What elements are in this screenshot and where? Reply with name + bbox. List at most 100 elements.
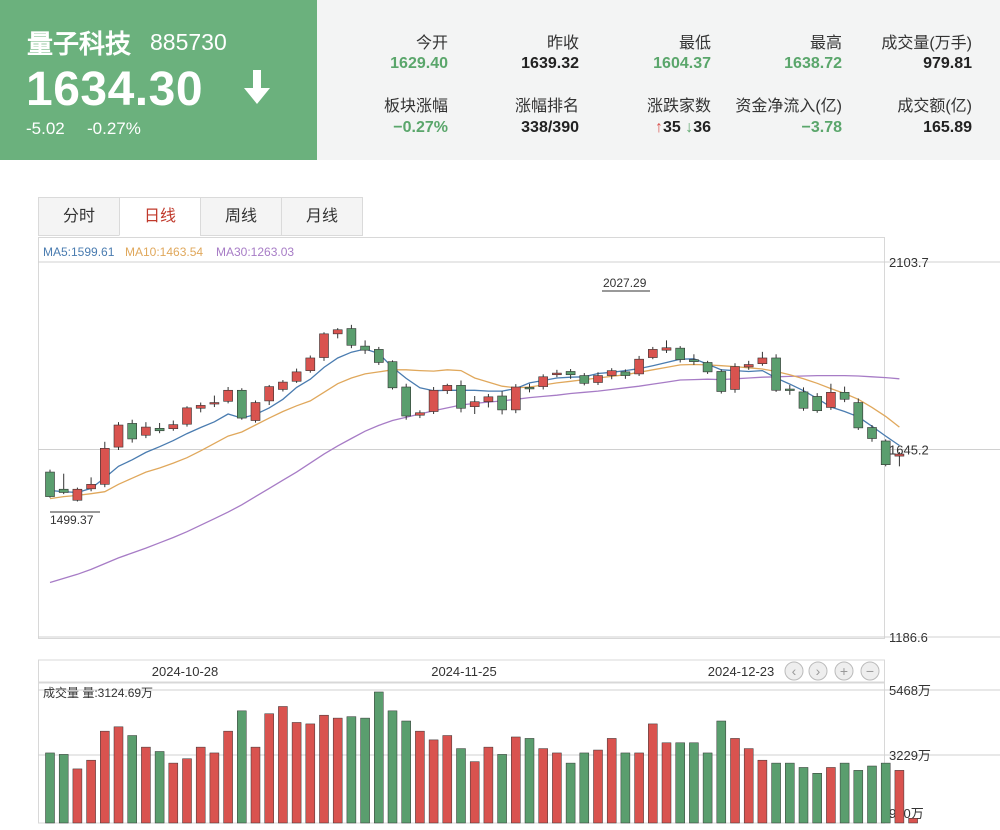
volume-bar bbox=[853, 770, 864, 824]
zoom-out-icon-glyph: − bbox=[866, 663, 874, 679]
up-down-label: 涨跌家数 bbox=[646, 98, 711, 115]
tab-daily[interactable]: 日线 bbox=[119, 197, 200, 236]
volume-bar bbox=[812, 773, 822, 824]
volume-bar bbox=[620, 752, 631, 824]
candle-body bbox=[291, 371, 302, 382]
kline-chart-area: 2103.7 1645.2 1186.6 MA5:1599.61 MA10:1463.5… bbox=[38, 237, 1000, 825]
candle-body bbox=[894, 453, 905, 457]
volume-bar bbox=[415, 730, 425, 824]
volume-label: 成交量(万手) bbox=[881, 35, 972, 52]
volume-bar bbox=[127, 735, 137, 824]
candle-body bbox=[469, 401, 480, 407]
volume-bar bbox=[360, 717, 370, 824]
tab-intraday[interactable]: 分时 bbox=[38, 197, 119, 236]
price-axis-min: 1186.6 bbox=[889, 630, 928, 645]
candle-body bbox=[99, 448, 110, 485]
volume-bar bbox=[442, 735, 453, 824]
ma5-legend: MA5:1599.61 bbox=[43, 245, 115, 259]
volume-bar bbox=[209, 752, 220, 824]
volume-bar bbox=[839, 762, 850, 824]
current-price: 1634.30 bbox=[26, 63, 204, 116]
candle-body bbox=[880, 440, 891, 465]
volume-bar bbox=[826, 767, 836, 824]
volume-bar bbox=[798, 767, 809, 824]
volume-bar bbox=[483, 746, 494, 824]
zoom-out-icon[interactable] bbox=[860, 661, 880, 681]
volume-axis-mid: 3229万 bbox=[889, 748, 931, 763]
candle-body bbox=[620, 371, 631, 376]
volume-bar bbox=[743, 748, 754, 824]
candle-body bbox=[127, 423, 137, 440]
candle-body bbox=[552, 372, 562, 376]
candle-body bbox=[743, 364, 754, 368]
volume-bar bbox=[223, 730, 233, 824]
volume-bar bbox=[730, 738, 740, 824]
candle-body bbox=[45, 471, 55, 497]
candle-body bbox=[716, 371, 727, 392]
candle-body bbox=[195, 405, 206, 409]
up-count: 35 bbox=[662, 119, 681, 136]
candle-body bbox=[826, 392, 836, 408]
down-arrow-small-icon: ↓ bbox=[685, 119, 694, 136]
volume-bar bbox=[716, 720, 727, 824]
volume-bar bbox=[182, 758, 192, 824]
volume-bar bbox=[634, 752, 644, 824]
up-arrow-icon: ↑ bbox=[654, 119, 663, 136]
candle-body bbox=[456, 385, 466, 409]
high-annotation: 2027.29 bbox=[603, 276, 647, 290]
volume-bar bbox=[374, 691, 384, 824]
date-label: 2024-11-25 bbox=[431, 664, 497, 679]
date-axis-frame bbox=[38, 659, 885, 683]
volume-value: 979.81 bbox=[923, 55, 972, 72]
candle-body bbox=[757, 357, 768, 364]
prev-icon[interactable] bbox=[784, 661, 804, 681]
high-label: 最高 bbox=[809, 35, 842, 52]
candle-body bbox=[634, 358, 644, 375]
open-value: 1629.40 bbox=[390, 55, 448, 72]
down-arrow-icon bbox=[244, 70, 270, 104]
volume-axis-max: 5468万 bbox=[889, 683, 931, 698]
volume-bar bbox=[497, 754, 507, 824]
zoom-in-icon[interactable] bbox=[834, 661, 854, 681]
volume-bar bbox=[154, 751, 165, 824]
candle-body bbox=[387, 361, 398, 389]
candle-body bbox=[497, 395, 507, 411]
sector-change-label: 板块涨幅 bbox=[383, 98, 448, 115]
candle-body bbox=[661, 347, 672, 351]
ma30-legend: MA30:1263.03 bbox=[216, 245, 294, 259]
prev-icon-glyph: ‹ bbox=[792, 663, 797, 679]
rank-label: 涨幅排名 bbox=[514, 98, 579, 115]
candle-body bbox=[401, 386, 412, 417]
candle-body bbox=[442, 385, 453, 391]
volume-bar bbox=[278, 706, 288, 824]
candle-body bbox=[182, 407, 192, 425]
candle-body bbox=[784, 388, 795, 391]
turnover-value: 165.89 bbox=[923, 119, 972, 136]
volume-bar bbox=[237, 710, 247, 824]
volume-bar bbox=[113, 726, 124, 824]
candle-body bbox=[250, 402, 261, 421]
candle-body bbox=[606, 370, 617, 376]
sector-change-value: −0.27% bbox=[393, 119, 448, 136]
candle-body bbox=[264, 386, 274, 402]
next-icon[interactable] bbox=[808, 661, 828, 681]
volume-bar bbox=[565, 762, 576, 824]
volume-bar bbox=[689, 742, 699, 824]
candle-body bbox=[223, 389, 233, 402]
candle-body bbox=[702, 362, 713, 373]
tab-weekly[interactable]: 周线 bbox=[200, 197, 281, 236]
zoom-in-icon-glyph: + bbox=[840, 663, 848, 679]
candle-body bbox=[538, 376, 549, 387]
volume-bar bbox=[45, 752, 55, 824]
volume-bar bbox=[593, 749, 603, 824]
volume-bar bbox=[332, 717, 343, 824]
volume-bar bbox=[428, 739, 439, 824]
candle-body bbox=[647, 349, 658, 358]
low-label: 最低 bbox=[678, 35, 711, 52]
tab-monthly[interactable]: 月线 bbox=[281, 197, 363, 236]
quote-header: 量子科技 885730 1634.30 -5.02 -0.27% 今开 1629… bbox=[0, 0, 1000, 160]
candle-body bbox=[675, 347, 686, 360]
date-label: 2024-12-23 bbox=[708, 664, 775, 679]
volume-legend: 成交量 量:3124.69万 bbox=[43, 685, 153, 700]
